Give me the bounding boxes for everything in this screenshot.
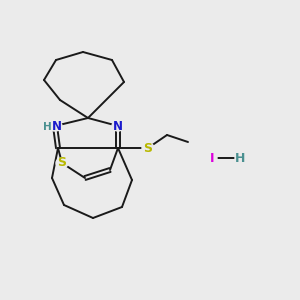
Ellipse shape <box>48 121 62 131</box>
Ellipse shape <box>56 158 68 168</box>
Text: H: H <box>43 122 51 132</box>
Ellipse shape <box>235 153 245 163</box>
Ellipse shape <box>112 121 124 131</box>
Text: N: N <box>52 119 62 133</box>
Ellipse shape <box>207 153 217 163</box>
Text: N: N <box>113 119 123 133</box>
Text: I: I <box>210 152 214 164</box>
Ellipse shape <box>142 143 154 153</box>
Text: S: S <box>58 157 67 169</box>
Text: H: H <box>235 152 245 164</box>
Text: S: S <box>143 142 152 154</box>
